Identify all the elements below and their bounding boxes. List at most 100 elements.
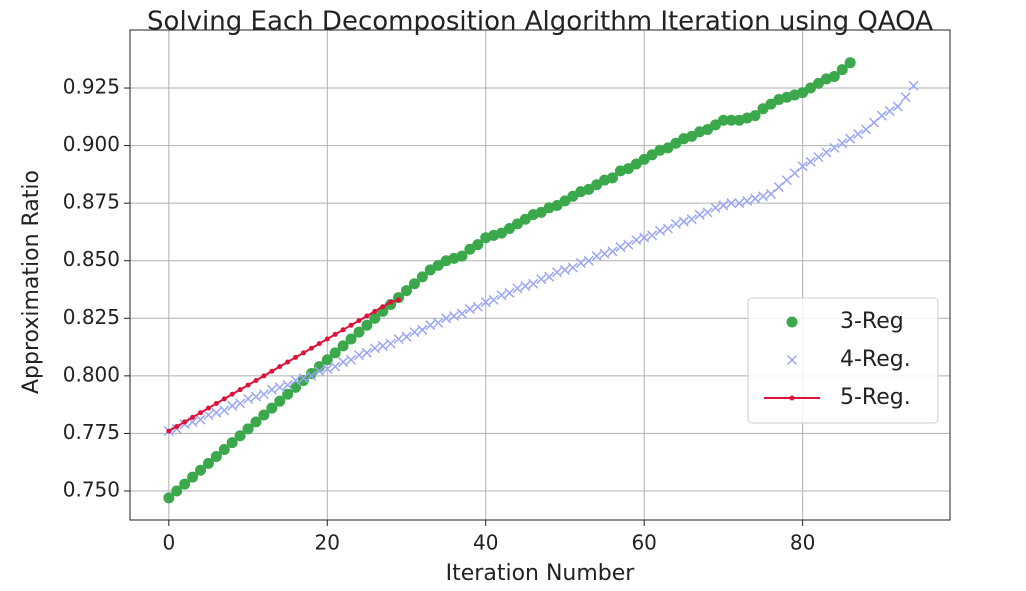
point xyxy=(512,283,523,294)
point xyxy=(662,223,673,234)
point xyxy=(559,264,570,275)
legend-marker xyxy=(786,354,798,366)
point xyxy=(472,239,484,251)
point xyxy=(615,241,626,252)
point xyxy=(221,396,227,402)
point xyxy=(266,402,278,414)
point xyxy=(670,218,681,229)
point xyxy=(348,322,354,328)
point xyxy=(686,214,697,225)
point xyxy=(845,133,856,144)
x-axis-label: Iteration Number xyxy=(446,561,636,586)
point xyxy=(340,327,346,333)
point xyxy=(647,230,658,241)
x-tick-label: 80 xyxy=(790,531,815,555)
point xyxy=(290,381,302,393)
point xyxy=(757,191,769,202)
legend-marker xyxy=(789,395,795,401)
point xyxy=(416,271,428,283)
point xyxy=(282,380,293,391)
point xyxy=(734,198,745,209)
point xyxy=(599,248,610,259)
point xyxy=(908,80,919,91)
point xyxy=(329,347,341,359)
point xyxy=(449,310,460,322)
point xyxy=(718,200,729,211)
point xyxy=(464,304,475,315)
point xyxy=(211,407,222,418)
point xyxy=(346,354,357,365)
legend-label: 4-Reg. xyxy=(840,347,911,372)
chart-title: Solving Each Decomposition Algorithm Ite… xyxy=(147,7,933,37)
point xyxy=(417,324,428,335)
point xyxy=(813,152,824,163)
point xyxy=(717,114,729,126)
point xyxy=(361,347,372,358)
point xyxy=(639,232,650,243)
point xyxy=(293,354,299,360)
y-tick-label: 0.750 xyxy=(63,477,120,501)
point xyxy=(742,195,753,206)
point xyxy=(631,234,642,246)
point xyxy=(258,389,269,400)
point xyxy=(488,294,499,305)
point xyxy=(844,57,856,69)
point xyxy=(258,409,270,421)
point xyxy=(710,202,721,213)
point xyxy=(900,92,911,103)
y-tick-label: 0.825 xyxy=(63,305,120,329)
point xyxy=(332,331,338,337)
point xyxy=(536,274,547,285)
point xyxy=(213,400,219,406)
point xyxy=(408,278,420,290)
point xyxy=(583,255,594,266)
point xyxy=(195,464,207,476)
legend-box xyxy=(747,297,939,424)
point xyxy=(298,373,309,384)
point xyxy=(396,297,402,303)
point xyxy=(198,410,204,416)
point xyxy=(210,450,222,462)
x-tick-label: 60 xyxy=(631,531,656,555)
point xyxy=(266,384,277,395)
point xyxy=(322,363,333,374)
point xyxy=(298,374,310,386)
point xyxy=(828,71,840,83)
y-tick-label: 0.850 xyxy=(63,247,120,271)
x-tick-label: 40 xyxy=(473,531,498,555)
point xyxy=(250,391,262,402)
point xyxy=(401,285,413,297)
point xyxy=(702,207,713,218)
point xyxy=(480,297,491,308)
point xyxy=(308,345,314,351)
point xyxy=(456,250,468,262)
y-tick-label: 0.775 xyxy=(63,420,120,444)
point xyxy=(472,301,483,312)
point xyxy=(892,101,903,112)
point xyxy=(166,428,172,434)
point xyxy=(163,492,175,504)
x-tick-label: 20 xyxy=(315,531,340,555)
point xyxy=(388,299,394,305)
point xyxy=(203,409,214,421)
point xyxy=(829,142,840,153)
point xyxy=(567,262,578,273)
legend-label: 5-Reg. xyxy=(840,385,911,410)
point xyxy=(337,340,349,352)
point xyxy=(229,391,235,397)
point xyxy=(797,161,808,172)
point xyxy=(678,216,689,227)
point xyxy=(441,313,452,324)
point xyxy=(205,405,211,411)
point xyxy=(369,312,381,324)
point xyxy=(544,271,555,282)
point xyxy=(837,138,848,149)
point xyxy=(496,290,507,301)
point xyxy=(726,198,737,209)
point xyxy=(606,172,618,184)
point xyxy=(750,193,761,204)
point xyxy=(253,377,259,383)
point xyxy=(324,336,330,342)
point xyxy=(654,225,666,236)
point xyxy=(821,147,832,158)
